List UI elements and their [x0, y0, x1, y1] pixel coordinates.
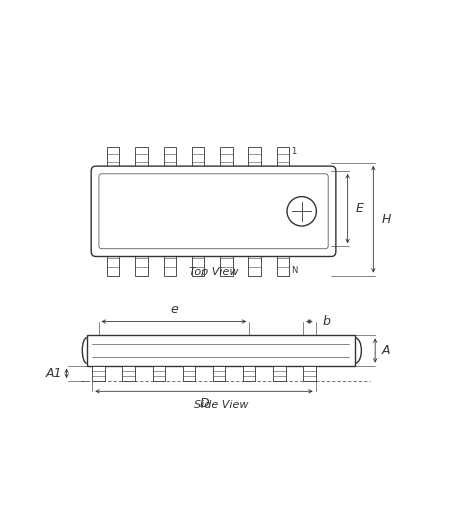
Bar: [192, 252, 204, 275]
Text: H: H: [382, 213, 391, 226]
Bar: [107, 252, 119, 275]
Bar: [87, 336, 355, 366]
Bar: [220, 252, 233, 275]
Bar: [92, 366, 105, 381]
Text: D: D: [199, 397, 209, 410]
Bar: [248, 252, 261, 275]
Bar: [135, 147, 148, 171]
Text: Top View: Top View: [189, 267, 238, 277]
Bar: [248, 147, 261, 171]
Text: b: b: [322, 315, 330, 328]
Bar: [213, 366, 225, 381]
Text: A1: A1: [46, 367, 62, 380]
Bar: [277, 147, 289, 171]
Text: 1: 1: [291, 147, 296, 156]
Text: N: N: [291, 266, 297, 275]
Text: e: e: [170, 303, 178, 317]
Bar: [107, 147, 119, 171]
Bar: [243, 366, 255, 381]
Text: Side View: Side View: [194, 400, 248, 410]
Bar: [164, 252, 176, 275]
Bar: [182, 366, 195, 381]
Bar: [192, 147, 204, 171]
Bar: [153, 366, 165, 381]
Bar: [135, 252, 148, 275]
Bar: [220, 147, 233, 171]
Text: E: E: [356, 202, 364, 215]
Bar: [303, 366, 316, 381]
Bar: [164, 147, 176, 171]
Bar: [122, 366, 135, 381]
Bar: [277, 252, 289, 275]
Text: A: A: [382, 344, 390, 357]
Bar: [273, 366, 285, 381]
FancyBboxPatch shape: [91, 166, 336, 256]
